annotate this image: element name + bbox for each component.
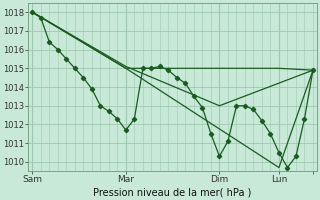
X-axis label: Pression niveau de la mer( hPa ): Pression niveau de la mer( hPa ) [93,187,252,197]
